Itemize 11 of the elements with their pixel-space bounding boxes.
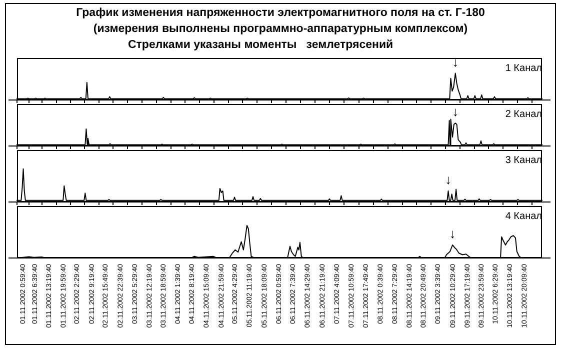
- text: 1 Канал: [505, 62, 542, 74]
- series-label: 4 Канал: [505, 210, 542, 222]
- annotation: ↓: [444, 172, 452, 187]
- text: 2 Канал: [505, 108, 542, 120]
- annotation: ↓: [452, 104, 459, 120]
- chart-subtitle: (измерения выполнены программно-аппаратурным комплексом): [92, 22, 469, 37]
- annotation: ↓: [452, 54, 459, 70]
- text: 3 Канал: [505, 154, 542, 166]
- text: Стрелками указаны моменты землетрясений: [127, 38, 394, 53]
- annotation: ↓: [449, 226, 456, 241]
- chart-title: График изменения напряженности электромагнитного поля на ст. Г-180: [75, 6, 486, 21]
